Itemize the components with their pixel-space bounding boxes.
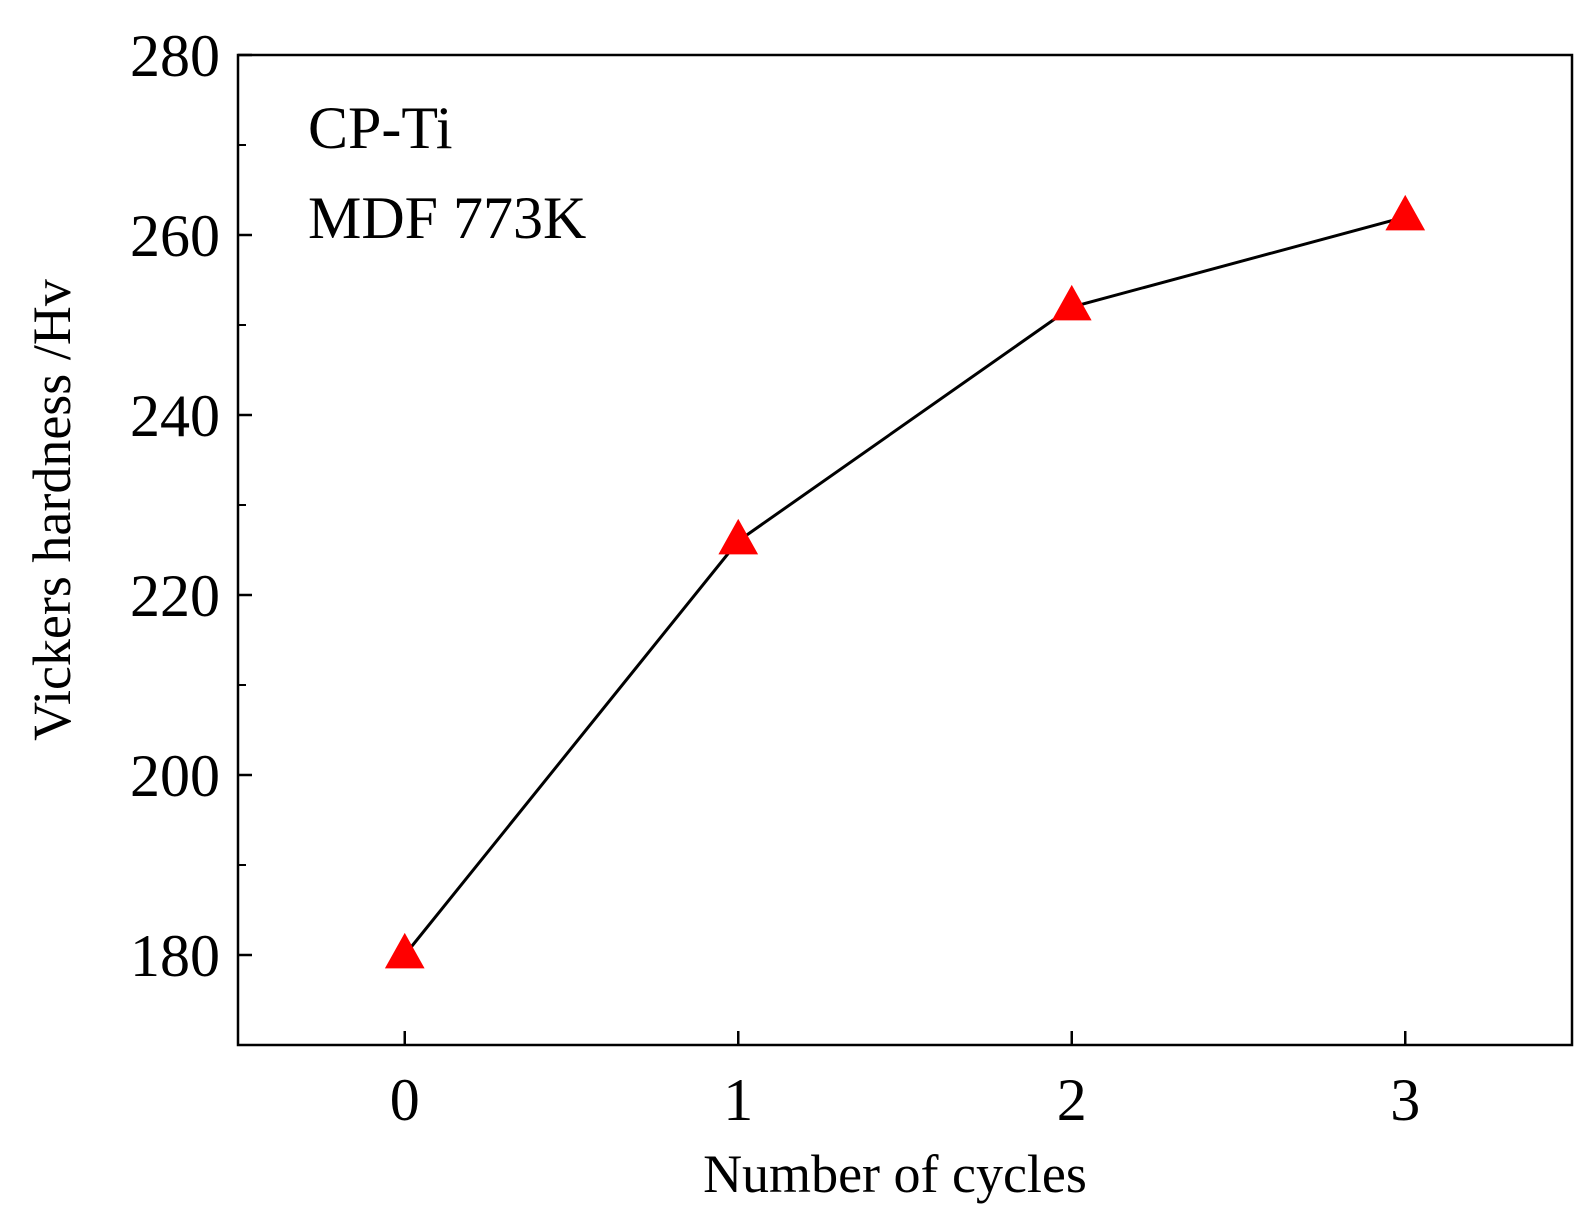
data-point-marker (1051, 284, 1092, 321)
annotation-material: CP-Ti (308, 95, 453, 161)
x-axis-title: Number of cycles (703, 1144, 1087, 1204)
x-tick-label: 0 (390, 1067, 420, 1133)
y-tick-label: 180 (130, 923, 220, 989)
y-tick-label: 240 (130, 383, 220, 449)
y-axis-title: Vickers hardness /Hv (22, 279, 82, 741)
series-line (403, 215, 1406, 956)
x-tick-label: 1 (723, 1067, 753, 1133)
y-tick-label: 260 (130, 203, 220, 269)
series-markers-group (384, 194, 1426, 969)
data-point-marker (1385, 194, 1426, 231)
annotation-process: MDF 773K (308, 185, 586, 251)
x-tick-label: 3 (1390, 1067, 1420, 1133)
y-axis-ticks: 180 200 220 240 260 280 (130, 23, 252, 989)
y-tick-label: 200 (130, 743, 220, 809)
x-tick-label: 2 (1057, 1067, 1087, 1133)
data-point-marker (384, 932, 425, 969)
y-tick-label: 280 (130, 23, 220, 89)
plot-frame (236, 53, 1574, 1047)
series-line-group (403, 215, 1406, 956)
y-tick-label: 220 (130, 563, 220, 629)
x-axis-ticks: 0 1 2 3 (390, 1031, 1420, 1133)
data-point-marker (718, 518, 759, 555)
